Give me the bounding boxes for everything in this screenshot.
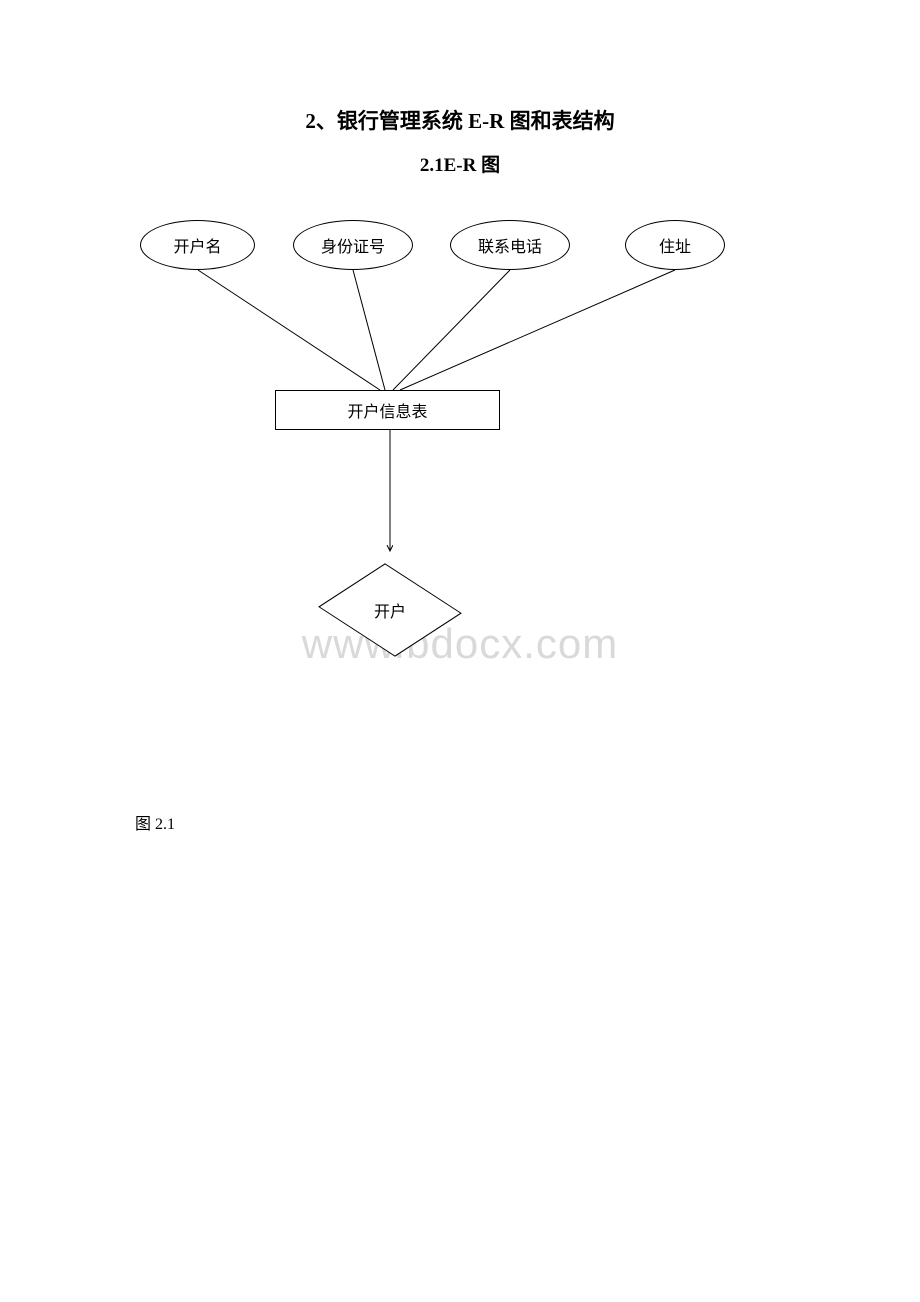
entity-label: 开户信息表 xyxy=(347,398,427,422)
entity-account-info-table: 开户信息表 xyxy=(275,390,500,430)
relation-open-account: 开户 xyxy=(300,555,480,665)
attr-id-number: 身份证号 xyxy=(293,220,413,270)
edge-id-to-entity xyxy=(353,270,385,390)
attr-phone: 联系电话 xyxy=(450,220,570,270)
attr-address: 住址 xyxy=(625,220,725,270)
attr-label: 身份证号 xyxy=(321,233,385,257)
attr-label: 开户名 xyxy=(173,233,221,257)
attr-label: 联系电话 xyxy=(478,233,542,257)
er-diagram: 开户名 身份证号 联系电话 住址 开户信息表 开户 xyxy=(0,200,920,730)
edge-phone-to-entity xyxy=(393,270,510,390)
relation-label: 开户 xyxy=(374,598,406,622)
attr-label: 住址 xyxy=(659,233,691,257)
subsection-title: 2.1E-R 图 xyxy=(0,150,920,177)
figure-caption: 图 2.1 xyxy=(135,810,175,834)
section-title: 2、银行管理系统 E-R 图和表结构 xyxy=(0,105,920,135)
edge-name-to-entity xyxy=(198,270,380,390)
edge-address-to-entity xyxy=(400,270,675,390)
attr-account-name: 开户名 xyxy=(140,220,255,270)
